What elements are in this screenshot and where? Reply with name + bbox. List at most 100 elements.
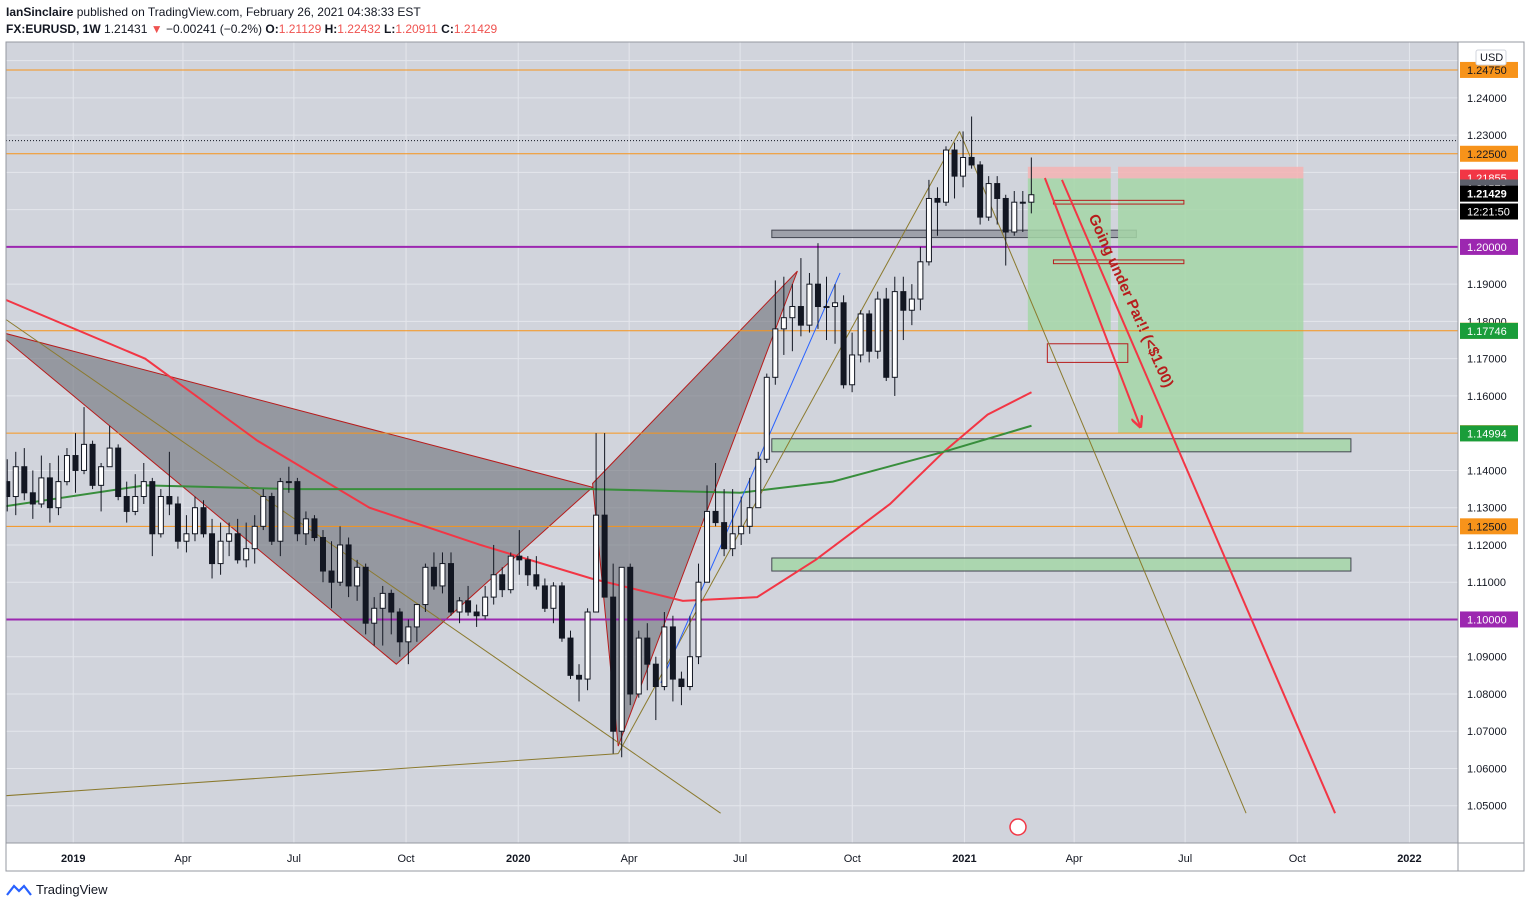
candle-body: [234, 533, 241, 561]
candle-body: [925, 197, 932, 263]
candle-body: [183, 533, 190, 542]
candle-body: [226, 533, 233, 542]
candle-body: [388, 592, 395, 613]
candle-body: [268, 496, 275, 542]
candle-body: [294, 481, 301, 535]
price-tag-label: 1.14994: [1467, 428, 1507, 440]
zone-box: [771, 438, 1352, 453]
zone-box: [771, 557, 1352, 572]
candle-body: [1002, 197, 1009, 233]
price-tag-label: 1.24750: [1467, 65, 1507, 77]
candle-body: [217, 540, 224, 565]
candle-body: [98, 466, 105, 486]
candle-body: [243, 548, 250, 561]
candle-body: [721, 522, 728, 550]
candle-body: [63, 455, 70, 483]
price-axis-background: [1458, 42, 1524, 871]
tradingview-logo-icon: [6, 883, 32, 896]
candle-body: [106, 447, 113, 468]
candle-body: [678, 678, 685, 688]
high-value: 1.22432: [337, 22, 381, 36]
currency-label: USD: [1480, 52, 1503, 64]
candle-body: [695, 581, 702, 658]
candle-body: [490, 574, 497, 598]
candle-body: [951, 149, 958, 177]
candle-body: [354, 566, 361, 587]
candle-body: [499, 574, 506, 591]
x-tick-label: Jul: [287, 853, 301, 865]
candle-body: [994, 183, 1001, 199]
candle-body: [439, 563, 446, 587]
candle-body: [584, 611, 591, 680]
candle-body: [81, 443, 88, 471]
candle-body: [319, 537, 326, 572]
candle-body: [618, 566, 625, 732]
y-tick-label: 1.24000: [1467, 93, 1507, 105]
price-tag-label: 1.17746: [1467, 326, 1507, 338]
y-tick-label: 1.08000: [1467, 689, 1507, 701]
price-tag: [1460, 611, 1518, 628]
zone-box: [1118, 166, 1304, 179]
candle-body: [448, 563, 455, 613]
candle-body: [482, 596, 489, 617]
y-tick-label: 1.16000: [1467, 391, 1507, 403]
price-tag: [1460, 203, 1518, 220]
candle-body: [960, 156, 967, 177]
symbol-label[interactable]: FX:EURUSD, 1W: [6, 22, 101, 36]
candle-body: [132, 496, 139, 512]
price-tag-label: 1.12500: [1467, 521, 1507, 533]
trend-line: [6, 753, 619, 797]
brand-label[interactable]: TradingView: [36, 882, 108, 897]
candle-body: [644, 637, 651, 665]
close-value: 1.21429: [453, 22, 498, 36]
high-label: H:: [324, 22, 338, 36]
published-text: published on TradingView.com, February 2…: [76, 5, 421, 19]
candle-body: [763, 376, 770, 460]
y-tick-label: 1.05000: [1467, 801, 1507, 813]
candle-body: [533, 574, 540, 587]
candle-body: [371, 607, 378, 624]
candle-body: [567, 637, 574, 676]
candle-body: [362, 566, 369, 624]
candle-body: [772, 328, 779, 378]
candle-body: [558, 585, 565, 639]
candle-body: [738, 525, 745, 535]
candle-body: [550, 585, 557, 609]
economic-event-icon: [1009, 818, 1027, 836]
candle-body: [396, 611, 403, 643]
price-tag: [1460, 425, 1518, 442]
candle-body: [1028, 194, 1035, 203]
candle-body: [89, 443, 96, 486]
candle-body: [576, 674, 583, 680]
price-tag-label: 1.21429: [1467, 189, 1507, 201]
candle-body: [942, 149, 949, 203]
price-tag-label: 12:21:50: [1467, 207, 1510, 219]
y-tick-label: 1.17000: [1467, 354, 1507, 366]
pattern-polygon: [592, 270, 798, 747]
price-tag: [1460, 518, 1518, 535]
candle-body: [704, 510, 711, 583]
publish-info: IanSinclaire published on TradingView.co…: [6, 5, 421, 19]
candle-body: [413, 604, 420, 628]
candle-body: [686, 656, 693, 688]
price-tag-label: 1.10000: [1467, 614, 1507, 626]
x-tick-label: Apr: [621, 853, 638, 865]
price-tag-label: 1.22500: [1467, 149, 1507, 161]
price-tag-label: 1.20000: [1467, 242, 1507, 254]
candle-body: [840, 302, 847, 386]
candle-body: [209, 533, 216, 565]
zone-box: [1118, 178, 1304, 434]
candle-body: [0, 482, 1, 504]
y-tick-label: 1.07000: [1467, 726, 1507, 738]
price-tag: [1460, 61, 1518, 78]
chart-border: [5, 41, 1525, 872]
low-label: L:: [384, 22, 396, 36]
y-tick-label: 1.09000: [1467, 652, 1507, 664]
author-name[interactable]: IanSinclaire: [6, 5, 74, 19]
candle-body: [849, 354, 856, 386]
x-tick-label: 2019: [61, 853, 85, 865]
candle-body: [797, 306, 804, 326]
candle-body: [857, 313, 864, 356]
y-tick-label: 1.14000: [1467, 465, 1507, 477]
